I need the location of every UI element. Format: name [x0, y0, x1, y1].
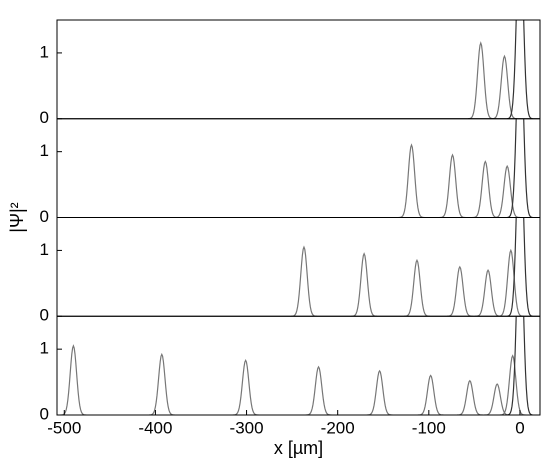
y-axis-label: |Ψ|²: [7, 202, 27, 232]
x-tick-label: -400: [138, 418, 172, 437]
peak: [507, 20, 533, 119]
peak: [305, 365, 332, 415]
panel: [291, 217, 533, 317]
peak: [366, 369, 393, 415]
y-tick-label: 0: [40, 207, 49, 226]
peak: [499, 354, 526, 415]
y-tick-label: 1: [40, 240, 49, 259]
x-tick-label: -500: [47, 418, 81, 437]
panel: [467, 20, 533, 119]
peak: [507, 217, 533, 317]
peak: [232, 358, 259, 415]
peak: [447, 265, 473, 317]
peak: [467, 41, 494, 119]
panel: [60, 316, 533, 415]
y-tick-label: 1: [40, 141, 49, 160]
peak: [475, 268, 501, 317]
peak: [457, 379, 483, 415]
peak: [507, 118, 533, 218]
peak: [417, 374, 444, 415]
peak: [149, 352, 175, 415]
x-tick-label: 0: [515, 418, 524, 437]
panel: [398, 118, 533, 218]
peak: [484, 383, 510, 415]
x-tick-label: -300: [230, 418, 264, 437]
x-tick-label: -200: [321, 418, 355, 437]
x-tick-label: -100: [412, 418, 446, 437]
peak: [398, 143, 425, 218]
y-tick-label: 0: [40, 108, 49, 127]
peak: [472, 160, 499, 218]
peak: [494, 164, 520, 218]
peak: [439, 153, 466, 218]
peak: [404, 258, 430, 317]
peak: [291, 245, 317, 317]
panel-frame: [56, 118, 541, 218]
y-tick-label: 0: [40, 306, 49, 325]
panel-frame: [56, 19, 541, 120]
x-axis-label: x [µm]: [274, 438, 323, 458]
panel-frame: [56, 315, 541, 416]
y-tick-label: 1: [40, 42, 49, 61]
peak: [491, 54, 518, 119]
peak: [507, 316, 533, 415]
y-tick-label: 0: [40, 404, 49, 423]
peak: [498, 248, 524, 317]
peak: [351, 252, 377, 317]
peak: [60, 344, 87, 415]
y-tick-label: 1: [40, 339, 49, 358]
